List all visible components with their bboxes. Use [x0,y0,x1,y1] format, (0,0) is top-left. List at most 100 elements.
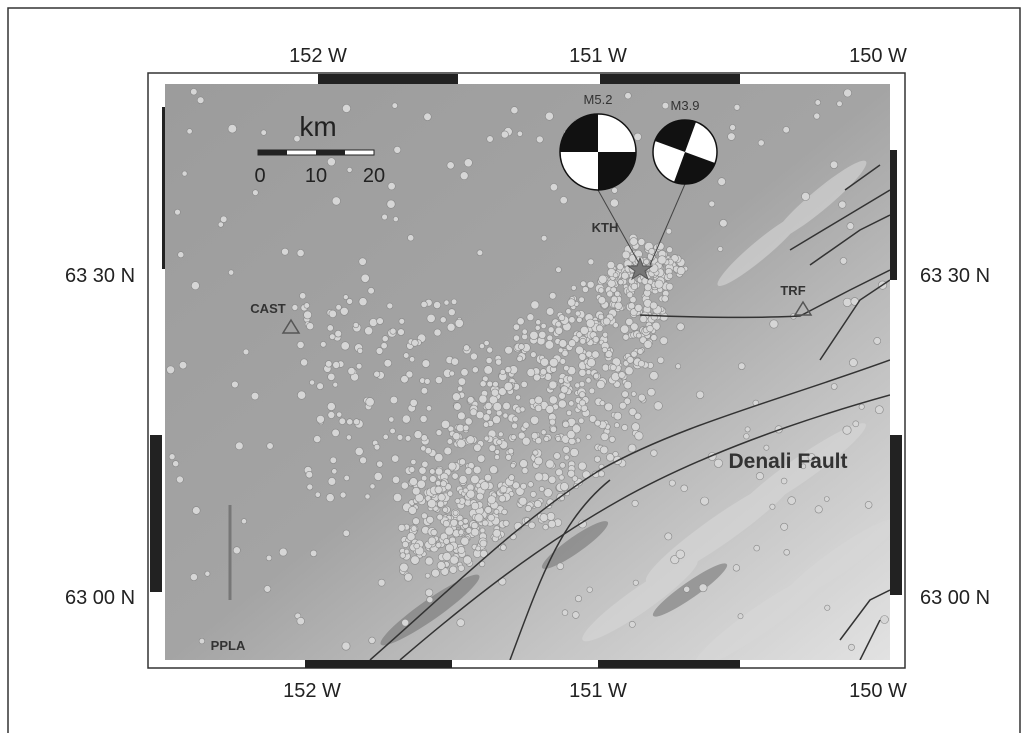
earthquake [410,478,418,486]
earthquake [330,457,337,464]
earthquake [500,545,506,551]
earthquake [544,436,549,441]
earthquake [435,377,442,384]
earthquake [437,514,443,520]
earthquake [628,303,635,310]
earthquake [530,491,536,497]
earthquake [589,388,595,394]
earthquake [307,323,314,330]
earthquake [425,448,431,454]
earthquake [463,556,471,564]
earthquake [464,159,472,167]
earthquake [427,314,435,322]
earthquake [525,505,531,511]
earthquake [427,597,433,603]
earthquake [366,398,375,407]
earthquake [304,303,310,309]
earthquake [534,500,541,507]
earthquake [355,447,363,455]
earthquake [463,425,469,431]
earthquake [392,455,399,462]
earthquake [314,436,321,443]
earthquake [654,402,662,410]
earthquake [169,454,175,460]
earthquake [482,520,488,526]
earthquake [426,406,431,411]
earthquake [802,192,810,200]
earthquake [484,366,493,375]
earthquake [374,472,382,480]
earthquake [634,133,642,141]
earthquake [490,466,498,474]
earthquake [605,403,613,411]
earthquake [545,341,554,350]
earthquake [592,351,599,358]
longitude-label: 150 W [849,45,907,67]
earthquake [297,250,304,257]
earthquake [681,485,688,492]
earthquake [494,455,499,460]
earthquake [520,407,525,412]
scale-label: 20 [363,165,385,187]
earthquake [357,348,362,353]
earthquake [454,403,462,411]
earthquake [513,324,519,330]
earthquake [434,302,441,309]
earthquake [758,140,764,146]
earthquake [541,430,546,435]
earthquake [637,349,643,355]
earthquake [425,573,430,578]
earthquake [638,394,645,401]
earthquake [638,361,644,367]
earthquake [566,410,571,415]
earthquake [463,519,468,524]
earthquake [647,325,654,332]
figure: M5.2 M3.9 km 0 10 20 KTH CAST TRF PPLA D… [0,0,1028,733]
earthquake [368,287,375,294]
earthquake [453,510,458,515]
earthquake [627,357,634,364]
earthquake [356,363,362,369]
earthquake [579,369,586,376]
earthquake [175,209,181,215]
earthquake [696,391,704,399]
earthquake [457,619,465,627]
earthquake [479,395,487,403]
earthquake [408,235,414,241]
earthquake [577,317,583,323]
earthquake [487,136,494,143]
earthquake [593,373,599,379]
earthquake [730,125,736,131]
earthquake [459,476,467,484]
earthquake [541,323,546,328]
earthquake [359,258,367,266]
earthquake [815,506,822,513]
earthquake [404,573,412,581]
earthquake [337,412,342,417]
earthquake [353,419,359,425]
earthquake [377,461,383,467]
earthquake [625,92,632,99]
earthquake [447,323,455,331]
earthquake [328,412,335,419]
earthquake [502,509,508,515]
earthquake [409,506,417,514]
earthquake [390,428,396,434]
earthquake [508,448,514,454]
earthquake [859,404,864,409]
earthquake [394,146,401,153]
earthquake [400,553,406,559]
earthquake [881,616,889,624]
earthquake [559,315,565,321]
earthquake [444,300,449,305]
earthquake [570,448,578,456]
earthquake [409,357,414,362]
earthquake [587,358,595,366]
earthquake [297,617,305,625]
earthquake [593,336,599,342]
earthquake [376,348,383,355]
earthquake [425,589,433,597]
earthquake [339,418,346,425]
earthquake [410,399,417,406]
earthquake [718,178,726,186]
